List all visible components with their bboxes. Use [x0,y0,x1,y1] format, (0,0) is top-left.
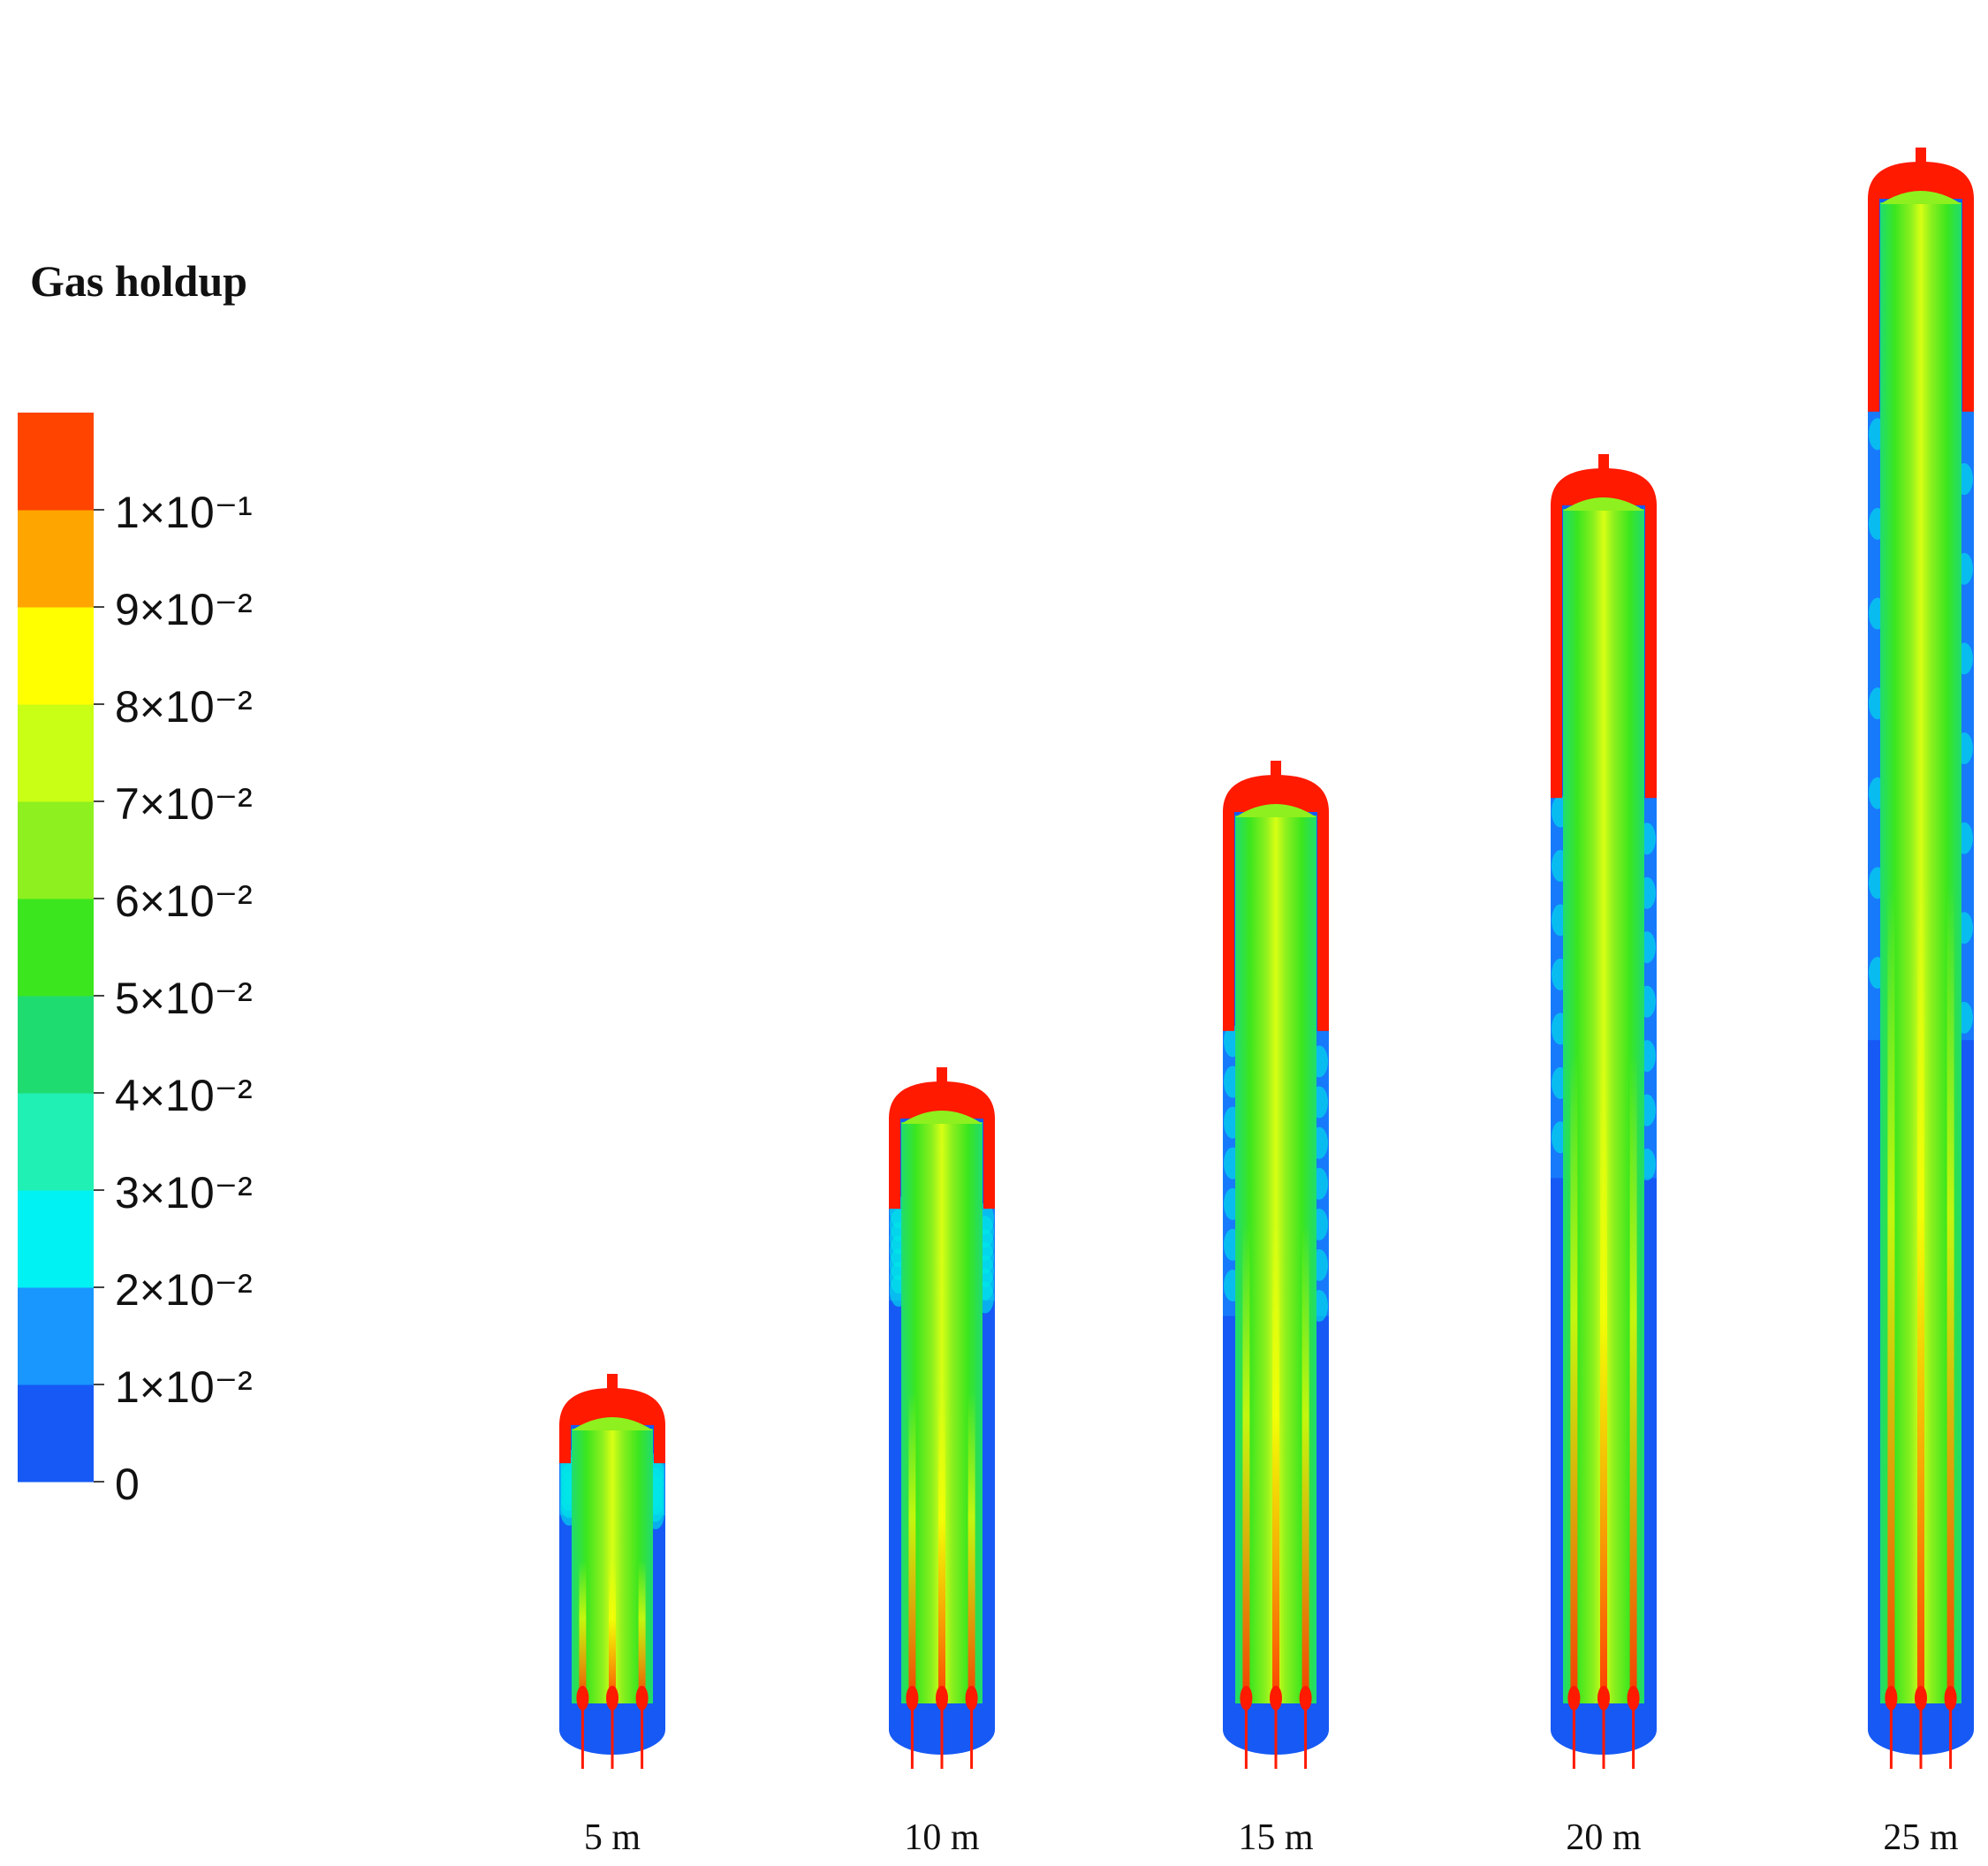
outlet-nozzle [1916,148,1926,163]
sparger-tip [1944,1686,1957,1710]
legend-label: 6×10⁻² [115,876,253,926]
jet-streak [908,1392,916,1703]
sparger-tip [1270,1686,1282,1710]
jet-streak [1301,1224,1309,1703]
sparger-tip [635,1686,649,1710]
column-dome [1551,468,1657,505]
jet-streak [1600,1055,1607,1703]
column-15m: 15 m [1223,761,1329,1858]
legend-label: 3×10⁻² [115,1168,253,1217]
gas-cap-right [1645,504,1657,799]
column-dome [889,1081,995,1119]
column-label: 15 m [1238,1817,1314,1858]
jet-streak [638,1561,646,1703]
gas-cap-right [983,1117,995,1210]
legend-band [18,1384,94,1483]
sparger-tip [1567,1686,1581,1710]
bubble-columns: 5 m 10 m 15 m 20 m 25 m [559,148,1974,1858]
jet-streak [1946,886,1954,1703]
gas-cap-right [1962,197,1974,412]
legend-label: 0 [115,1460,140,1509]
gas-cap-right [1317,810,1329,1031]
legend-label: 1×10⁻² [115,1362,253,1412]
legend-title: Gas holdup [30,256,247,306]
dome-inner [572,1417,653,1430]
colorbar-legend: Gas holdup 0 1×10⁻² 2×10⁻² 3×10⁻² 4×10⁻² 5×10… [18,256,253,1509]
column-25m: 25 m [1868,148,1974,1858]
sparger-tip [1240,1686,1253,1710]
outlet-nozzle [607,1374,618,1390]
jet-streak [1570,1055,1578,1703]
gas-cap-left [889,1117,900,1210]
legend-bands [18,413,94,1483]
legend-band [18,801,94,899]
legend-band [18,607,94,705]
outlet-nozzle [1271,761,1281,777]
jet-streak [1242,1224,1250,1703]
legend-label: 7×10⁻² [115,779,253,829]
legend-label: 2×10⁻² [115,1265,253,1315]
column-10m: 10 m [889,1067,995,1858]
sparger-tip [576,1686,589,1710]
sparger-tip [936,1686,948,1710]
jet-streak [1887,886,1895,1703]
legend-label: 4×10⁻² [115,1071,253,1120]
jet-streak [1917,886,1924,1703]
dome-inner [1235,804,1316,817]
sparger-tip [1627,1686,1640,1710]
column-20m: 20 m [1551,454,1657,1858]
legend-label: 9×10⁻² [115,585,253,634]
sparger-tip [606,1686,618,1710]
column-label: 20 m [1566,1817,1642,1858]
dome-inner [1880,191,1961,204]
jet-streak [1629,1055,1637,1703]
legend-labels: 0 1×10⁻² 2×10⁻² 3×10⁻² 4×10⁻² 5×10⁻² 6×10⁻² 7×1… [94,488,253,1509]
jet-streak [579,1561,587,1703]
jet-streak [967,1392,975,1703]
jet-streak [938,1392,945,1703]
gas-cap-right [654,1423,665,1464]
legend-label: 5×10⁻² [115,974,253,1023]
gas-cap-left [1868,197,1879,412]
legend-band [18,413,94,511]
legend-band [18,1287,94,1385]
outlet-nozzle [937,1067,947,1083]
gas-cap-left [1551,504,1562,799]
legend-label: 8×10⁻² [115,682,253,732]
outlet-nozzle [1598,454,1609,470]
sparger-tip [906,1686,919,1710]
dome-inner [1563,497,1644,511]
legend-band [18,704,94,802]
legend-band [18,1190,94,1288]
column-dome [1223,775,1329,812]
column-5m: 5 m [559,1374,665,1858]
sparger-tip [965,1686,978,1710]
sparger-tip [1597,1686,1610,1710]
column-label: 25 m [1883,1817,1959,1858]
legend-band [18,510,94,608]
gas-cap-left [1223,810,1234,1031]
legend-band [18,996,94,1094]
column-label: 5 m [584,1817,641,1858]
sparger-tip [1299,1686,1312,1710]
sparger-tip [1885,1686,1898,1710]
column-label: 10 m [904,1817,980,1858]
sparger-tip [1915,1686,1927,1710]
column-dome [1868,162,1974,199]
legend-label: 1×10⁻¹ [115,488,253,537]
legend-band [18,1093,94,1191]
jet-streak [609,1561,616,1703]
jet-streak [1272,1224,1279,1703]
legend-band [18,899,94,997]
dome-inner [901,1111,983,1124]
gas-cap-left [559,1423,571,1464]
column-dome [559,1388,665,1425]
